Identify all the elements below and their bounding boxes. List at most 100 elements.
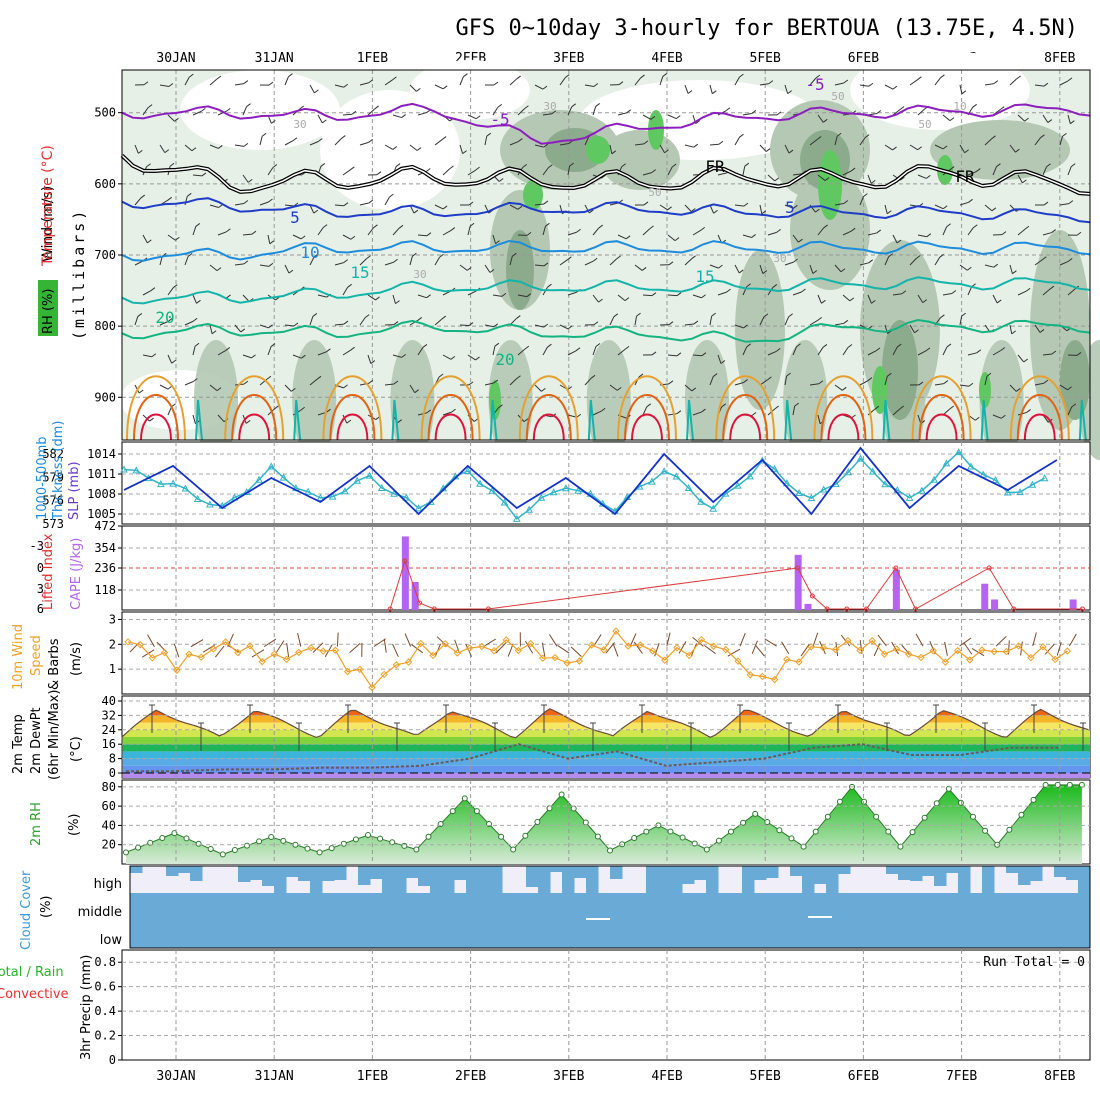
wind-barb	[984, 83, 994, 86]
rh-saturated-patch	[979, 372, 991, 408]
wind-barb	[617, 348, 626, 356]
wind-barb-flag	[943, 380, 949, 384]
li-tick-label: 3	[37, 582, 44, 596]
wind10-barb	[483, 638, 496, 647]
cloud-high-column	[274, 866, 287, 893]
rh-marker	[231, 847, 238, 854]
thickness-marker	[770, 464, 779, 472]
label-cloud-units: (%)	[39, 896, 54, 919]
wind-barb	[884, 204, 888, 214]
wind-speed-marker	[1002, 647, 1011, 656]
wind-barb-flag	[674, 237, 680, 241]
thickness-marker	[684, 483, 693, 491]
wind-barb-flag	[926, 233, 932, 238]
temp-tick-label: 24	[102, 723, 116, 737]
wind-barb-flag	[524, 345, 530, 350]
wind-barb	[684, 144, 694, 148]
wind-barb-flag	[888, 253, 893, 258]
wind-barb-flag	[268, 262, 274, 267]
wind-barb	[309, 141, 319, 146]
top-date-label: 31JAN	[255, 51, 294, 66]
wind-barb-flag	[942, 145, 948, 150]
wind-barb-flag	[1046, 163, 1051, 168]
wind-barb-flag	[350, 166, 355, 171]
wind-barb-flag	[993, 80, 999, 85]
wind-barb	[609, 384, 618, 391]
wind-barb-flag	[320, 163, 326, 167]
wind-barb-flag	[343, 259, 348, 264]
wind-barb-flag	[976, 349, 982, 354]
wind-barb-flag	[718, 140, 724, 145]
wind-barb	[1042, 166, 1048, 176]
wind-barb-flag	[925, 347, 931, 352]
precip-panel-frame	[121, 949, 1091, 1061]
wind-barb-flag	[624, 345, 630, 350]
wind-barb-flag	[451, 408, 456, 413]
wind-barb	[642, 172, 652, 176]
thickness-tick-label: 582	[42, 447, 64, 461]
wind-barb-flag	[651, 292, 657, 297]
wind-barb-flag	[815, 208, 820, 213]
temp-band	[122, 737, 1090, 745]
cape-marks	[387, 536, 1085, 612]
wind-barb	[1009, 78, 1017, 86]
wind10-barb	[995, 636, 1007, 647]
wind-barb-flag	[524, 105, 529, 110]
temp-band	[122, 773, 1090, 778]
wind-barb	[192, 226, 197, 236]
wind-barb	[767, 231, 777, 236]
bottom-date-label: 1FEB	[357, 1069, 388, 1084]
wind-barb-flag	[368, 138, 373, 143]
wind-barb-flag	[793, 258, 798, 263]
wind-barb-flag	[526, 231, 532, 236]
wind-barb	[659, 76, 664, 86]
li-marker	[913, 606, 919, 612]
warm-arch	[715, 375, 776, 441]
wind10-barb	[297, 632, 302, 647]
wind-barb	[409, 144, 418, 151]
wind-barb	[184, 381, 194, 386]
cloud-level-label: low	[100, 933, 123, 948]
li-marker	[809, 593, 815, 599]
wind-barb-flag	[899, 106, 905, 110]
wind-barb-flag	[368, 79, 374, 84]
wind-barb	[842, 230, 852, 236]
wind-barb	[434, 318, 443, 326]
wind-barb-flag	[915, 255, 921, 259]
isotherm-lines	[120, 102, 1091, 441]
wind-barb-flag	[442, 205, 448, 210]
wind-speed-marker	[526, 639, 535, 648]
wind-barb-flag	[976, 168, 981, 172]
rh-marker	[982, 827, 989, 834]
rh-marker	[413, 846, 420, 853]
rh-tick-label: 20	[102, 838, 116, 852]
wind-barb-flag	[870, 179, 876, 184]
wind-barb-flag	[171, 359, 176, 364]
cloud-high-column	[1018, 866, 1031, 885]
wind-barb-flag	[350, 235, 356, 240]
surface-contour	[293, 399, 302, 441]
wind-barb-flag	[393, 380, 399, 385]
wind-barb-flag	[247, 178, 253, 183]
wind-barb-flag	[598, 298, 603, 303]
wind-barb-flag	[843, 319, 849, 324]
wind-barb-flag	[1043, 82, 1049, 87]
wind-barb-flag	[416, 87, 421, 92]
precip-panel: 0.8 0.6 0.4 0.2 0 Run Total = 0 Total / Rain…	[0, 949, 1091, 1067]
wind-barb	[234, 144, 244, 147]
rh-marker	[401, 842, 408, 849]
wind-barb	[142, 354, 152, 358]
wind-barb	[817, 294, 822, 304]
wind-barb-flag	[590, 374, 596, 379]
warm-arch	[722, 394, 769, 441]
rh-marker	[461, 795, 468, 802]
isotherm-line	[121, 318, 1091, 343]
wind10-barb	[251, 649, 265, 658]
wind-barb	[242, 233, 253, 236]
wind-barb	[542, 226, 546, 236]
rh-marker	[316, 849, 323, 856]
wind-barb	[892, 346, 898, 356]
wind-barb	[742, 234, 752, 238]
rh-marker	[510, 846, 517, 853]
